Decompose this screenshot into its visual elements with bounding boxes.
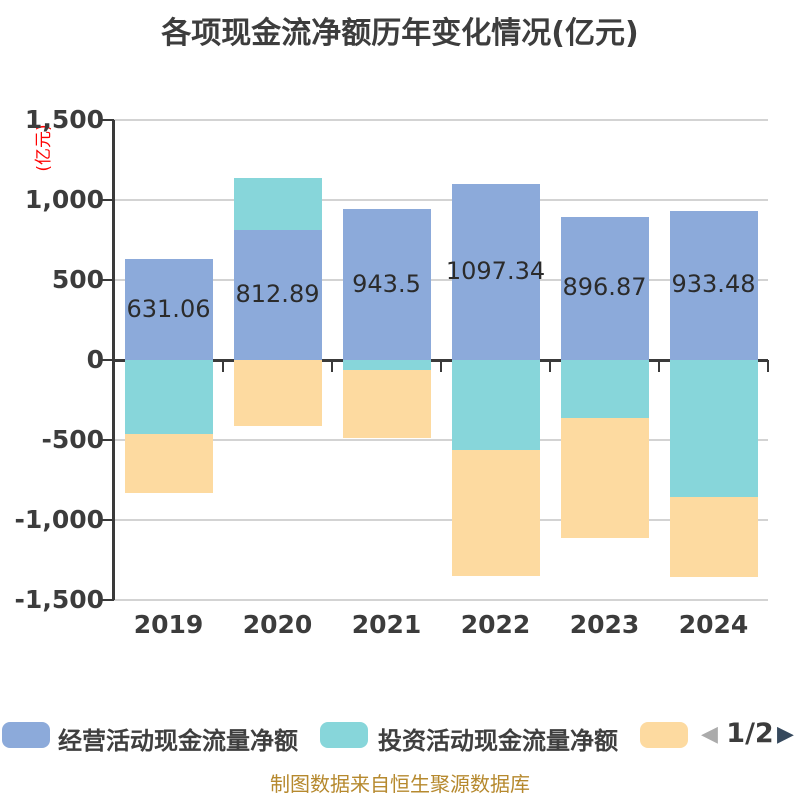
bar-value-label-2023: 896.87 — [562, 273, 647, 302]
x-axis-tick — [767, 360, 769, 372]
x-axis-tick — [222, 360, 224, 372]
legend-next-page-icon[interactable]: ▶ — [777, 722, 794, 747]
y-tick-label: -1,000 — [14, 505, 104, 534]
gridline — [114, 599, 768, 601]
bar-segment-series1-2020[interactable] — [233, 229, 322, 360]
y-tick-label: -500 — [41, 425, 104, 454]
y-tick-label: 1,000 — [24, 185, 104, 214]
bar-value-label-2021: 943.5 — [352, 269, 421, 298]
x-tick-label-2022: 2022 — [460, 610, 531, 639]
gridline — [114, 279, 768, 281]
y-tick-label: -1,500 — [14, 585, 104, 614]
legend-swatch-third-series[interactable] — [640, 722, 688, 748]
legend-swatch-investing[interactable] — [320, 722, 368, 748]
gridline — [114, 119, 768, 121]
bar-segment-series3-2022[interactable] — [451, 449, 540, 576]
bar-segment-series1-2024[interactable] — [669, 210, 758, 360]
legend-label-investing[interactable]: 投资活动现金流量净额 — [378, 727, 618, 755]
y-tick-label: 500 — [51, 265, 104, 294]
chart-legend: 经营活动现金流量净额 投资活动现金流量净额 ◀ 1/2 ▶ — [0, 718, 800, 755]
chart-title: 各项现金流净额历年变化情况(亿元) — [161, 16, 639, 51]
gridline — [114, 199, 768, 201]
bar-segment-series3-2023[interactable] — [560, 417, 649, 538]
bar-value-label-2022: 1097.34 — [445, 257, 546, 286]
bar-segment-series1-2021[interactable] — [342, 209, 431, 360]
bar-segment-series3-2021[interactable] — [342, 369, 431, 439]
legend-label-operating[interactable]: 经营活动现金流量净额 — [58, 727, 298, 755]
legend-prev-page-icon[interactable]: ◀ — [701, 722, 718, 747]
y-axis-tick — [101, 519, 114, 521]
x-axis-tick — [331, 360, 333, 372]
bar-segment-series3-2019[interactable] — [124, 433, 213, 493]
y-axis-tick — [101, 199, 114, 201]
bar-segment-series2-2019[interactable] — [124, 360, 213, 434]
x-axis-tick — [658, 360, 660, 372]
bar-value-label-2020: 812.89 — [235, 279, 320, 308]
gridline — [114, 439, 768, 441]
bar-segment-series2-2022[interactable] — [451, 360, 540, 450]
y-axis-tick — [101, 359, 114, 361]
y-axis-tick — [101, 439, 114, 441]
legend-swatch-operating[interactable] — [2, 722, 50, 748]
bar-segment-series2-2021[interactable] — [342, 360, 431, 370]
bar-segment-series2-2023[interactable] — [560, 360, 649, 418]
y-tick-label: 0 — [86, 345, 104, 374]
x-axis-tick — [440, 360, 442, 372]
data-source-note: 制图数据来自恒生聚源数据库 — [270, 772, 530, 796]
x-tick-label-2023: 2023 — [569, 610, 640, 639]
x-tick-label-2020: 2020 — [242, 610, 313, 639]
legend-page-indicator: 1/2 — [726, 718, 774, 749]
x-tick-label-2021: 2021 — [351, 610, 422, 639]
gridline — [114, 519, 768, 521]
y-axis-tick — [101, 119, 114, 121]
bar-segment-series1-2019[interactable] — [124, 259, 213, 360]
bar-segment-series2-2020[interactable] — [233, 177, 322, 230]
bar-segment-series1-2023[interactable] — [560, 216, 649, 360]
y-axis-tick — [101, 599, 114, 601]
y-axis-tick — [101, 279, 114, 281]
bar-segment-series1-2022[interactable] — [451, 184, 540, 360]
bar-value-label-2024: 933.48 — [671, 270, 756, 299]
x-tick-label-2019: 2019 — [133, 610, 204, 639]
x-tick-label-2024: 2024 — [678, 610, 749, 639]
bar-value-label-2019: 631.06 — [126, 294, 211, 323]
bar-segment-series3-2020[interactable] — [233, 360, 322, 426]
y-tick-label: 1,500 — [24, 105, 104, 134]
x-axis-tick — [113, 360, 115, 372]
x-axis-tick — [549, 360, 551, 372]
bar-segment-series3-2024[interactable] — [669, 496, 758, 578]
bar-segment-series2-2024[interactable] — [669, 360, 758, 497]
